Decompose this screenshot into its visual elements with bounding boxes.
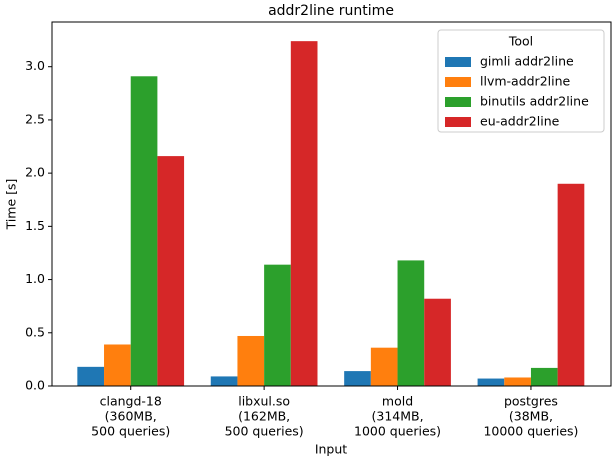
x-tick-label: 500 queries) — [91, 424, 170, 439]
y-axis-label: Time [s] — [4, 179, 19, 231]
x-tick-label: postgres — [504, 394, 558, 409]
bar — [530, 367, 558, 386]
y-tick-label: 1.5 — [25, 218, 45, 233]
legend-box — [437, 29, 605, 133]
chart-title: addr2line runtime — [268, 3, 394, 19]
x-tick-label: clangd-18 — [100, 394, 162, 409]
x-tick-label: 1000 queries) — [354, 424, 441, 439]
bar — [104, 344, 131, 386]
y-tick-label: 0.0 — [25, 378, 45, 393]
bar — [130, 76, 158, 386]
legend-label: eu-addr2line — [480, 114, 560, 129]
y-tick-label: 2.5 — [25, 111, 45, 126]
y-tick-label: 2.0 — [25, 165, 45, 180]
x-axis-label: Input — [315, 442, 347, 457]
legend-label: binutils addr2line — [480, 94, 589, 109]
bar — [370, 347, 398, 386]
x-tick-label: (314MB, — [372, 409, 424, 424]
bar — [77, 366, 105, 386]
x-tick-label: 500 queries) — [225, 424, 304, 439]
y-tick-label: 0.5 — [25, 324, 45, 339]
plot-frame — [51, 21, 612, 387]
bar — [237, 335, 265, 386]
bar — [290, 41, 318, 386]
bar — [557, 183, 585, 386]
x-tick-label: libxul.so — [238, 394, 290, 409]
x-tick-label: mold — [382, 394, 413, 409]
y-tick-label: 3.0 — [25, 58, 45, 73]
x-tick-label: (38MB, — [509, 409, 553, 424]
legend-swatch — [445, 77, 471, 87]
legend-label: gimli addr2line — [480, 54, 574, 69]
bar — [264, 264, 291, 386]
bar — [210, 376, 238, 386]
x-tick-label: 10000 queries) — [483, 424, 578, 439]
x-tick-label: (360MB, — [105, 409, 157, 424]
bar — [504, 377, 531, 386]
bar — [424, 298, 451, 386]
bar — [477, 378, 505, 386]
legend-label: llvm-addr2line — [480, 74, 571, 89]
bar — [157, 156, 185, 386]
legend-title: Tool — [508, 34, 533, 49]
legend-swatch — [445, 117, 471, 127]
y-tick-label: 1.0 — [25, 271, 45, 286]
legend-swatch — [445, 57, 471, 67]
bar — [397, 260, 425, 386]
x-tick-label: (162MB, — [238, 409, 290, 424]
bar — [344, 371, 371, 386]
legend-swatch — [445, 97, 471, 107]
